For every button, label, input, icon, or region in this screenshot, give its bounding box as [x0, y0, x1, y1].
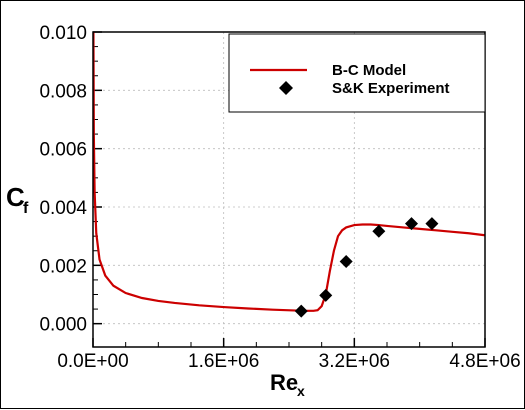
y-tick-label: 0.002: [39, 256, 87, 277]
legend-label-sk-experiment: S&K Experiment: [332, 80, 450, 97]
y-tick-label: 0.010: [39, 23, 87, 44]
y-tick-label: 0.008: [39, 81, 87, 102]
bc-model-line: [93, 32, 485, 312]
legend-label-bc-model: B-C Model: [332, 62, 406, 79]
x-tick-label: 3.2E+06: [319, 351, 390, 372]
x-tick-label: 1.6E+06: [188, 351, 259, 372]
sk-experiment-point: [294, 304, 308, 318]
x-tick-label: 4.8E+06: [449, 351, 520, 372]
sk-experiment-point: [319, 288, 333, 302]
x-axis-label: Re: [270, 370, 298, 395]
x-tick-label: 0.0E+00: [57, 351, 128, 372]
legend-box: [228, 33, 486, 113]
sk-experiment-point: [372, 224, 386, 238]
y-tick-label: 0.000: [39, 315, 87, 336]
x-axis-label-subscript: x: [297, 383, 305, 399]
legend-diamond-marker: [279, 81, 293, 95]
y-axis-label: C: [6, 182, 25, 212]
sk-experiment-point: [405, 217, 418, 231]
sk-experiment-point: [425, 217, 439, 231]
y-tick-label: 0.006: [39, 140, 87, 161]
series: [93, 32, 485, 318]
y-axis-label-subscript: f: [23, 200, 29, 217]
y-tick-label: 0.004: [39, 198, 87, 219]
sk-experiment-point: [339, 255, 353, 269]
legend: B-C Model S&K Experiment: [228, 33, 486, 113]
plot-area-border: [92, 31, 486, 348]
